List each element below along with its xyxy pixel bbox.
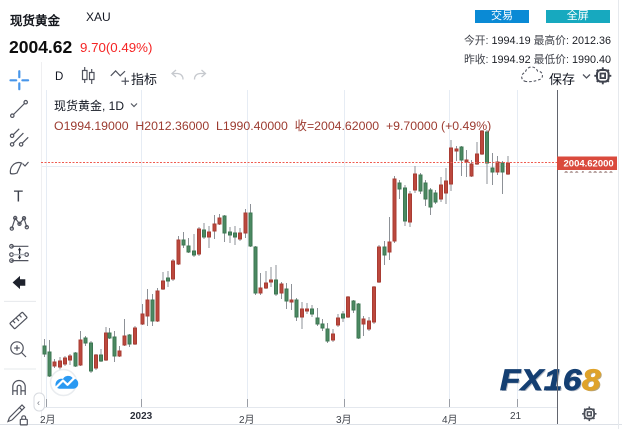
svg-text:‹: ‹ [37, 398, 40, 408]
svg-text:2004.62000: 2004.62000 [564, 159, 614, 170]
svg-text:T: T [14, 189, 24, 206]
svg-text:2004.62000: 2004.62000 [564, 170, 614, 181]
